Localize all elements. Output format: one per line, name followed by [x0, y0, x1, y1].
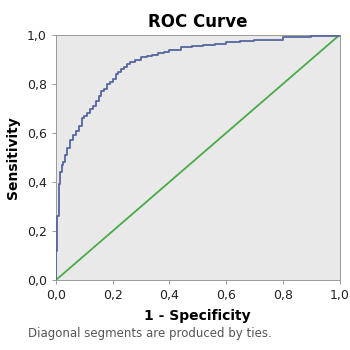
Title: ROC Curve: ROC Curve: [148, 13, 247, 31]
Y-axis label: Sensitivity: Sensitivity: [6, 116, 20, 199]
X-axis label: 1 - Specificity: 1 - Specificity: [145, 309, 251, 323]
Text: Diagonal segments are produced by ties.: Diagonal segments are produced by ties.: [28, 327, 272, 340]
